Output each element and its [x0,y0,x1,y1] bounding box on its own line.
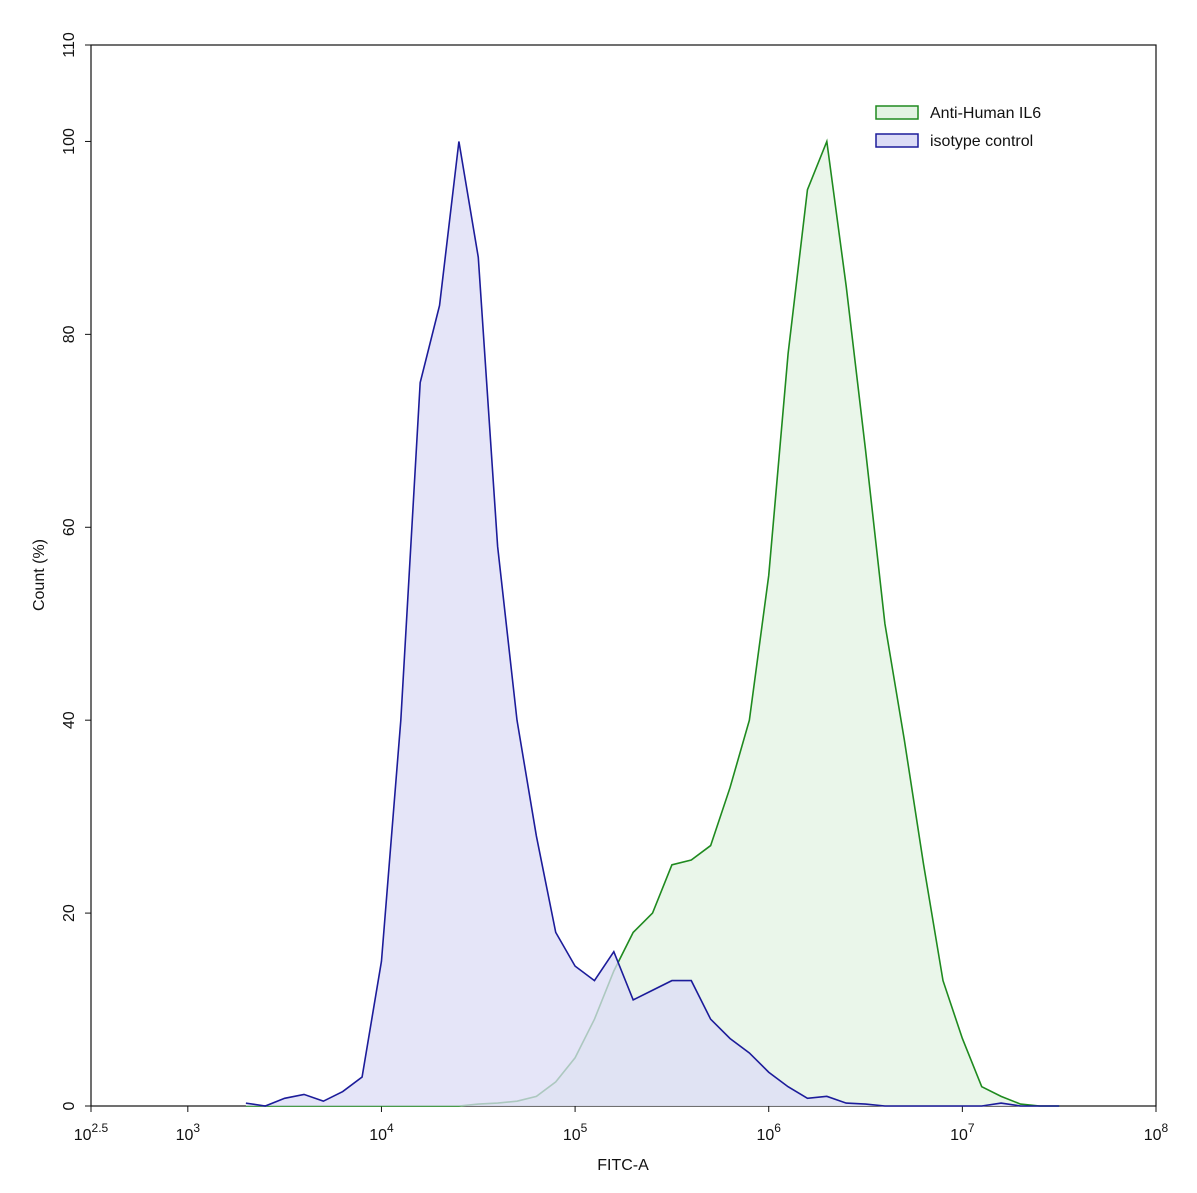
x-tick-base: 10 [756,1127,774,1144]
x-tick-label: 105 [563,1121,588,1144]
x-tick-base: 10 [74,1127,92,1144]
x-tick-label: 102.5 [74,1121,109,1144]
x-tick-label: 103 [176,1121,201,1144]
area-fill [245,141,1060,1107]
legend-label: Anti-Human IL6 [930,105,1041,122]
x-tick-base: 10 [563,1127,581,1144]
x-tick-exponent: 6 [774,1121,781,1135]
x-tick-exponent: 7 [968,1121,975,1135]
series-line [245,141,1060,1107]
y-tick-label: 110 [61,32,78,58]
x-tick-exponent: 8 [1162,1121,1169,1135]
x-tick-exponent: 2.5 [92,1121,109,1135]
x-tick-label: 108 [1144,1121,1169,1144]
legend-swatch [875,133,919,148]
plot-frame [90,44,1157,1107]
x-tick-base: 10 [950,1127,968,1144]
legend-label: isotype control [930,133,1033,150]
x-tick-label: 107 [950,1121,975,1144]
y-tick-label: 40 [61,711,78,729]
x-tick-base: 10 [1144,1127,1162,1144]
x-tick-exponent: 3 [193,1121,200,1135]
x-axis-label: FITC-A [597,1157,649,1174]
area-fill [245,141,1060,1107]
y-tick-label: 0 [61,1101,78,1110]
y-tick-label: 20 [61,904,78,922]
x-tick-base: 10 [369,1127,387,1144]
x-tick-exponent: 5 [581,1121,588,1135]
x-tick-label: 106 [756,1121,781,1144]
x-tick-label: 104 [369,1121,394,1144]
x-tick-exponent: 4 [387,1121,394,1135]
y-tick-label: 60 [61,518,78,536]
x-tick-base: 10 [176,1127,194,1144]
legend-swatch [875,105,919,120]
y-tick-label: 100 [61,128,78,155]
y-tick-label: 80 [61,325,78,343]
y-axis-label: Count (%) [31,539,48,611]
